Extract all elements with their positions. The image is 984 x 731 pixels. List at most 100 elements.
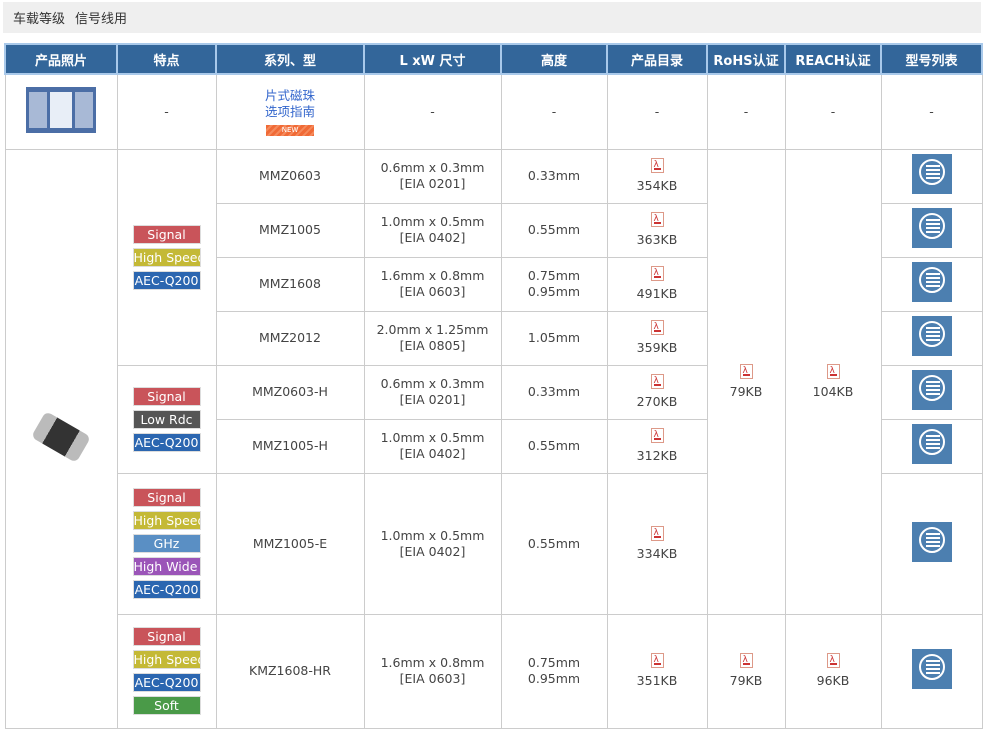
pdf-icon[interactable] [650, 427, 664, 443]
pdf-icon[interactable] [826, 652, 840, 668]
column-header: 产品目录 [606, 43, 708, 75]
part-list-icon[interactable] [911, 370, 952, 410]
size-cell: 1.0mm x 0.5mm [EIA 0402] [363, 202, 502, 258]
reach-size[interactable]: 96KB [816, 673, 850, 688]
height-cell: 1.05mm [500, 310, 608, 366]
catalog-cell: 363KB [606, 202, 708, 258]
pdf-icon[interactable] [739, 652, 753, 668]
new-badge: NEW [266, 124, 314, 136]
features-cell: Signal High Speed AEC-Q200 [116, 148, 217, 366]
selection-guide-image[interactable] [26, 86, 96, 133]
part-list-icon[interactable] [911, 521, 952, 562]
part-list-cell [880, 310, 983, 366]
features-cell: Signal High Speed AEC-Q200 Soft [116, 613, 217, 729]
series-link[interactable]: MMZ2012 [259, 330, 321, 345]
pdf-icon[interactable] [650, 157, 664, 173]
feature-tag: High Speed [132, 650, 201, 669]
column-header: 型号列表 [880, 43, 983, 75]
catalog-size[interactable]: 270KB [636, 394, 678, 409]
series-cell: MMZ1005-E [215, 472, 365, 615]
pdf-icon[interactable] [826, 363, 840, 379]
feature-tag: GHz [132, 534, 201, 553]
column-header: L xW 尺寸 [363, 43, 502, 75]
breadcrumb-item[interactable]: 信号线用 [75, 12, 128, 27]
series-link[interactable]: MMZ1005 [259, 222, 321, 237]
pdf-icon[interactable] [650, 373, 664, 389]
feature-tag: AEC-Q200 [132, 580, 201, 599]
feature-tag: AEC-Q200 [132, 673, 201, 692]
column-header: RoHS认证 [706, 43, 786, 75]
height-cell: 0.33mm [500, 148, 608, 204]
catalog-size[interactable]: 312KB [636, 448, 678, 463]
series-link[interactable]: MMZ1608 [259, 276, 321, 291]
part-list-icon[interactable] [911, 208, 952, 248]
series-link[interactable]: MMZ1005-E [252, 535, 328, 551]
height-cell: 0.55mm [500, 472, 608, 615]
catalog-size[interactable]: 363KB [636, 232, 678, 247]
part-list-icon[interactable] [911, 424, 952, 464]
part-list-cell [880, 256, 983, 312]
pdf-icon[interactable] [650, 652, 664, 668]
part-list-cell [880, 418, 983, 474]
height-cell: 0.55mm [500, 202, 608, 258]
part-list-icon[interactable] [911, 649, 952, 689]
feature-tag: Signal [132, 386, 201, 406]
part-list-icon[interactable] [911, 316, 952, 356]
pdf-icon[interactable] [650, 319, 664, 335]
series-link[interactable]: MMZ0603 [259, 168, 321, 183]
feature-tag: Soft [132, 696, 201, 715]
catalog-cell: 334KB [606, 472, 708, 615]
feature-tag: High Speed [132, 511, 201, 530]
pdf-icon[interactable] [650, 265, 664, 281]
column-header: 高度 [500, 43, 608, 75]
product-photo-cell [4, 148, 118, 729]
part-list-icon[interactable] [911, 154, 952, 194]
catalog-cell: 354KB [606, 148, 708, 204]
series-link[interactable]: KMZ1608-HR [249, 663, 331, 678]
catalog-cell: 312KB [606, 418, 708, 474]
catalog-size[interactable]: 491KB [636, 286, 678, 301]
table-row: MMZ1005-H 1.0mm x 0.5mm[EIA 0402]0.55mm 31… [5, 418, 983, 474]
table-row: Signal Low Rdc AEC-Q200 MMZ0603-H 0.6mm x 0.… [5, 364, 983, 474]
size-cell: 2.0mm x 1.25mm [EIA 0805] [363, 310, 502, 366]
feature-tag: High Wide Z [132, 557, 201, 576]
column-header: 特点 [116, 43, 217, 75]
height-cell: 0.55mm [500, 418, 608, 474]
part-list-icon[interactable] [911, 262, 952, 302]
column-header: 系列、型 [215, 43, 365, 75]
series-link[interactable]: MMZ0603-H [252, 384, 328, 399]
size-cell: 1.0mm x 0.5mm [EIA 0402] [363, 472, 502, 615]
table-row: Signal High Speed AEC-Q200 MMZ0603 0.6mm x 0… [4, 148, 983, 729]
pdf-icon[interactable] [650, 211, 664, 227]
size-cell: 1.6mm x 0.8mm [EIA 0603] [363, 256, 502, 312]
rohs-size[interactable]: 79KB [729, 383, 763, 399]
height-cell: 0.75mm 0.95mm [500, 613, 608, 729]
series-cell: KMZ1608-HR [215, 613, 365, 729]
size-cell: 1.0mm x 0.5mm [EIA 0402] [363, 418, 502, 474]
catalog-size[interactable]: 354KB [636, 178, 678, 193]
part-list-cell [880, 364, 983, 420]
feature-tag: AEC-Q200 [132, 432, 201, 452]
breadcrumb: 车载等级 信号线用 [3, 2, 981, 33]
rohs-cell: 79KB [706, 613, 786, 729]
part-list-cell [880, 202, 983, 258]
series-cell: MMZ1005-H [215, 418, 365, 474]
table-row: MMZ1005 1.0mm x 0.5mm[EIA 0402]0.55mm 363K… [5, 202, 983, 258]
catalog-size[interactable]: 334KB [636, 545, 678, 561]
selection-guide-link[interactable]: 片式磁珠 选项指南 [264, 87, 315, 119]
series-cell: MMZ0603 [215, 148, 365, 204]
rohs-size[interactable]: 79KB [729, 673, 763, 688]
table-row: Signal High Speed AEC-Q200 Soft KMZ1608-HR 1.… [5, 613, 983, 729]
pdf-icon[interactable] [739, 363, 753, 379]
product-photo [30, 410, 92, 463]
guide-row: - 片式磁珠 选项指南 NEW - - - - - - [4, 73, 983, 150]
catalog-size[interactable]: 359KB [636, 340, 678, 355]
series-link[interactable]: MMZ1005-H [252, 438, 328, 453]
series-cell: MMZ1005 [215, 202, 365, 258]
breadcrumb-item[interactable]: 车载等级 [13, 12, 66, 27]
size-cell: 0.6mm x 0.3mm [EIA 0201] [363, 148, 502, 204]
pdf-icon[interactable] [650, 525, 664, 541]
reach-size[interactable]: 104KB [812, 383, 854, 399]
size-cell: 1.6mm x 0.8mm [EIA 0603] [363, 613, 502, 729]
catalog-size[interactable]: 351KB [636, 673, 678, 688]
